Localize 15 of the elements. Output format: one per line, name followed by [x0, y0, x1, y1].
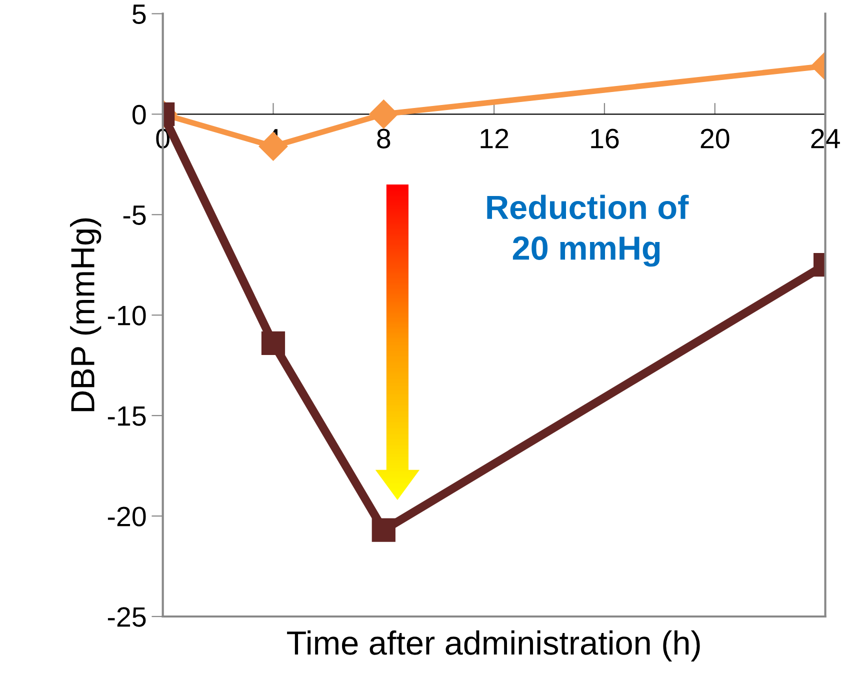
x-tick-label: 24 — [811, 128, 840, 148]
y-tick-label: -20 — [108, 506, 146, 526]
y-tick-label: -10 — [108, 306, 146, 326]
x-tick-label: 12 — [480, 128, 508, 148]
y-tick-label: 0 — [132, 104, 146, 125]
y-tick-label: -25 — [108, 607, 146, 627]
annotation: Reduction of 20 mmHg — [487, 194, 689, 267]
x-axis-title: Time after administration (h) — [287, 630, 700, 662]
y-tick-label: -5 — [123, 206, 146, 225]
y-axis-title: DBP (mmHg) — [70, 218, 102, 412]
y-tick-label: 5 — [132, 4, 146, 24]
x-tick-label: 8 — [377, 128, 390, 148]
x-tick-label: 16 — [591, 128, 619, 148]
y-tick-label: -15 — [108, 406, 146, 426]
x-tick-label: 20 — [700, 128, 730, 148]
